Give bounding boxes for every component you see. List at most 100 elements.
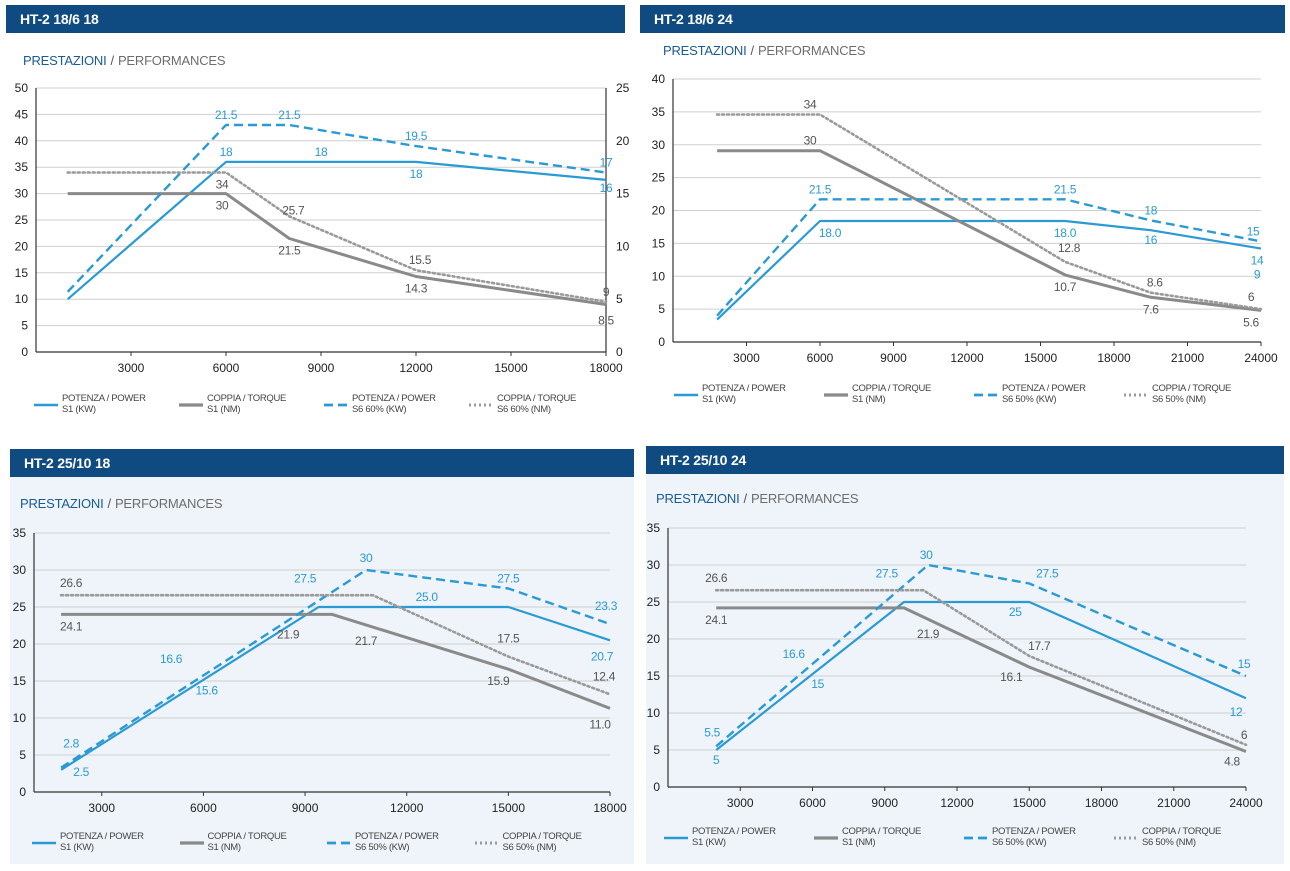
x-tick-label: 15000	[1024, 351, 1058, 365]
data-label: 27.5	[294, 572, 317, 586]
y-tick-label: 50	[15, 81, 29, 95]
subtitle-it: PRESTAZIONI	[23, 53, 107, 68]
legend-label-line2: S1 (KW)	[702, 394, 736, 405]
series-line-solid-gray	[717, 149, 1262, 312]
series-line-dashed-blue	[66, 123, 607, 293]
data-label: 2.5	[73, 765, 89, 779]
y-tick-label: 10	[15, 292, 29, 306]
subtitle-slash: /	[107, 496, 112, 511]
y2-tick-label: 15	[616, 187, 630, 201]
x-tick-label: 6000	[799, 796, 826, 810]
legend-label-line2: S6 50% (NM)	[1142, 837, 1196, 848]
data-label: 9	[603, 285, 610, 299]
data-label: 21.5	[215, 108, 238, 122]
x-tick-label: 9000	[880, 351, 907, 365]
chart-legend: POTENZA / POWER S1 (KW) COPPIA / TORQUE S1 …	[34, 393, 614, 423]
data-label: 25	[1009, 605, 1022, 619]
subtitle-en: PERFORMANCES	[114, 496, 223, 511]
y-tick-label: 30	[647, 558, 661, 572]
legend-label-line2: S1 (KW)	[692, 837, 726, 848]
legend-label: POTENZA / POWER S6 50% (KW)	[355, 831, 465, 853]
legend-swatch	[327, 841, 351, 845]
legend-label: COPPIA / TORQUE S1 (NM)	[852, 383, 962, 405]
data-label: 15.9	[487, 674, 510, 688]
panel-ht2-25-10-24: HT-2 25/10 24 PRESTAZIONI / PERFORMANCES 0…	[646, 446, 1284, 864]
legend-label-line1: POTENZA / POWER	[692, 826, 776, 837]
data-label: 18.0	[819, 226, 842, 240]
y-tick-label: 45	[15, 107, 29, 121]
legend-label-line2: S1 (NM)	[842, 837, 876, 848]
subtitle-en: PERFORMANCES	[757, 43, 866, 58]
legend-label: COPPIA / TORQUE S6 50% (NM)	[1152, 383, 1262, 405]
legend-label: POTENZA / POWER S6 50% (KW)	[1002, 383, 1112, 405]
legend-label-line2: S6 50% (KW)	[355, 842, 410, 853]
x-tick-label: 18000	[589, 361, 623, 375]
y-tick-label: 35	[13, 526, 27, 540]
legend-swatch	[474, 841, 499, 845]
y-tick-label: 0	[653, 780, 660, 794]
legend-label-line2: S1 (NM)	[207, 404, 241, 415]
data-label: 19.5	[405, 129, 428, 143]
data-label: 11.0	[589, 717, 611, 731]
x-tick-label: 9000	[292, 801, 319, 815]
legend-swatch	[824, 393, 848, 397]
panel-ht2-25-10-18: HT-2 25/10 18 PRESTAZIONI / PERFORMANCES 0…	[10, 449, 634, 864]
legend-label-line1: POTENZA / POWER	[702, 383, 786, 394]
data-label: 18	[410, 167, 423, 181]
legend-label-line1: POTENZA / POWER	[1002, 383, 1086, 394]
y-tick-label: 35	[652, 105, 666, 119]
y-tick-label: 25	[647, 595, 661, 609]
data-label: 15	[1238, 657, 1251, 671]
data-label: 30	[360, 551, 373, 565]
legend-label-line1: COPPIA / TORQUE	[1142, 826, 1222, 837]
data-label: 18	[1144, 203, 1157, 217]
legend-label-line1: POTENZA / POWER	[355, 831, 439, 842]
legend-item: POTENZA / POWER S1 (KW)	[32, 831, 182, 861]
x-tick-label: 18000	[1085, 796, 1119, 810]
subtitle-it: PRESTAZIONI	[663, 43, 747, 58]
legend-label-line1: POTENZA / POWER	[352, 393, 436, 404]
y-tick-label: 10	[13, 711, 27, 725]
legend-label: COPPIA / TORQUE S1 (NM)	[842, 826, 952, 848]
chart-legend: POTENZA / POWER S1 (KW) COPPIA / TORQUE S1 …	[664, 826, 1264, 856]
data-label: 12.8	[1058, 241, 1081, 255]
panel-ht2-18-6-24: HT-2 18/6 24 PRESTAZIONI / PERFORMANCES 0 5…	[640, 5, 1285, 425]
data-label: 26.6	[60, 576, 83, 590]
legend-item: POTENZA / POWER S6 50% (KW)	[964, 826, 1114, 856]
legend-item: POTENZA / POWER S1 (KW)	[674, 383, 824, 413]
data-label: 21.5	[278, 243, 301, 257]
data-label: 6	[1248, 290, 1255, 304]
legend-item: COPPIA / TORQUE S1 (NM)	[814, 826, 964, 856]
legend-label: COPPIA / TORQUE S1 (NM)	[207, 393, 317, 415]
legend-label-line1: COPPIA / TORQUE	[497, 393, 577, 404]
series-line-dashed-blue	[715, 563, 1247, 748]
y-tick-label: 10	[652, 269, 666, 283]
data-label: 30	[216, 199, 229, 213]
data-label: 24.1	[60, 619, 83, 633]
legend-label-line2: S1 (KW)	[60, 842, 94, 853]
y-tick-label: 30	[13, 563, 27, 577]
series-line-solid-blue	[66, 160, 607, 301]
data-label: 7.6	[1143, 302, 1159, 316]
data-label: 21.5	[278, 108, 301, 122]
x-tick-label: 9000	[871, 796, 898, 810]
legend-swatch	[674, 393, 698, 397]
legend-label: COPPIA / TORQUE S6 50% (NM)	[503, 831, 613, 853]
legend-label-line2: S1 (NM)	[852, 394, 886, 405]
subtitle-en: PERFORMANCES	[750, 491, 859, 506]
y2-tick-label: 20	[616, 134, 630, 148]
y-tick-label: 0	[21, 345, 28, 359]
data-label: 27.5	[497, 572, 520, 586]
y-tick-label: 5	[21, 319, 28, 333]
data-label: 16.6	[783, 647, 806, 661]
legend-label-line1: POTENZA / POWER	[992, 826, 1076, 837]
y2-tick-label: 25	[616, 81, 630, 95]
series-line-dotted-gray	[715, 113, 1263, 311]
performance-chart: 0 5 10 15 20 25 30 35 40 45 50 0 5 10 15 20 25 3000 6000 90…	[15, 81, 630, 375]
x-tick-label: 12000	[399, 361, 433, 375]
legend-swatch	[324, 403, 348, 407]
chart-legend: POTENZA / POWER S1 (KW) COPPIA / TORQUE S1 …	[674, 383, 1274, 413]
legend-label-line1: COPPIA / TORQUE	[1152, 383, 1232, 394]
series-line-solid-gray	[67, 192, 607, 306]
series-line-solid-gray	[716, 606, 1247, 753]
